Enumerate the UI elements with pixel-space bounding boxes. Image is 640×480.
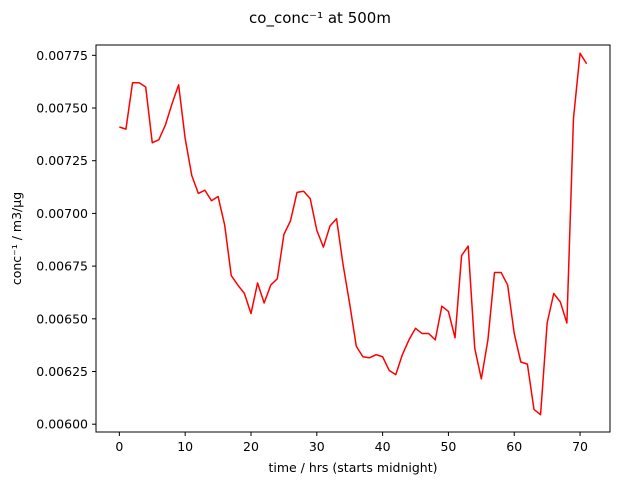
x-axis-title: time / hrs (starts midnight) — [268, 460, 437, 475]
y-tick-label: 0.00725 — [36, 153, 88, 168]
chart-title: co_conc⁻¹ at 500m — [249, 9, 391, 28]
y-tick-label: 0.00625 — [36, 364, 88, 379]
x-tick-label: 10 — [177, 439, 193, 454]
y-axis: 0.00600 0.00625 0.00650 0.00675 0.00700 0.007… — [36, 48, 96, 432]
y-tick-label: 0.00775 — [36, 48, 88, 63]
x-tick-label: 20 — [243, 439, 259, 454]
y-tick-label: 0.00750 — [36, 101, 88, 116]
y-axis-title: conc⁻¹ / m3/µg — [9, 192, 24, 285]
x-tick-label: 50 — [440, 439, 456, 454]
plot-content — [119, 52, 588, 416]
y-tick-label: 0.00600 — [36, 417, 88, 432]
x-tick-label: 30 — [309, 439, 325, 454]
plot-frame — [95, 44, 611, 433]
x-tick-label: 40 — [375, 439, 391, 454]
x-tick-label: 70 — [572, 439, 588, 454]
y-tick-label: 0.00700 — [36, 206, 88, 221]
y-tick-label: 0.00675 — [36, 259, 88, 274]
series-line — [119, 52, 588, 416]
y-tick-label: 0.00650 — [36, 311, 88, 326]
series-points — [119, 53, 587, 415]
x-tick-label: 60 — [506, 439, 522, 454]
x-tick-label: 0 — [115, 439, 123, 454]
x-axis: 0 10 20 30 40 50 60 70 — [115, 432, 588, 454]
